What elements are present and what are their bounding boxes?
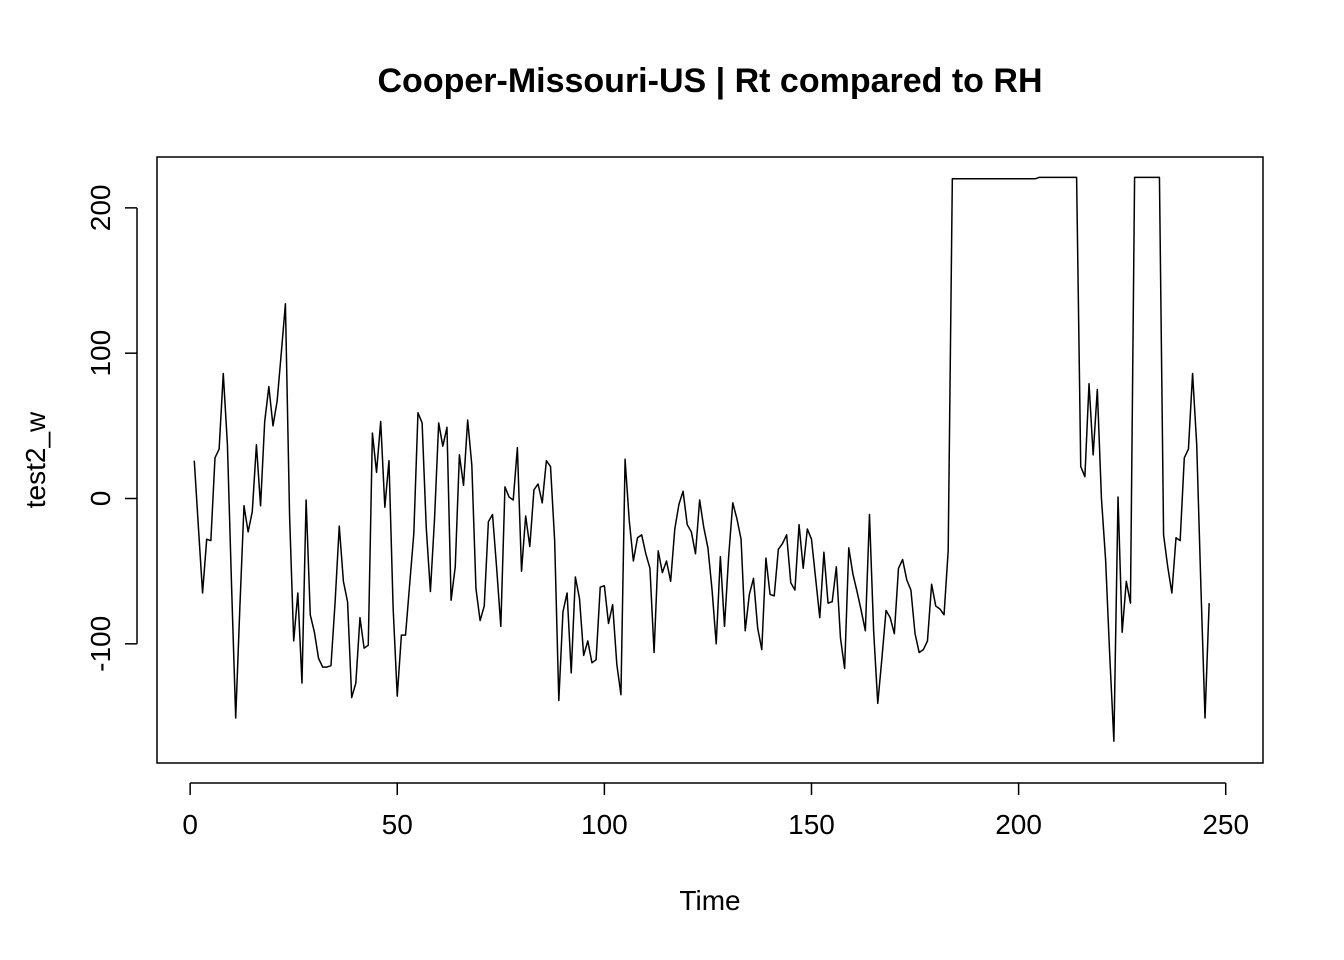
x-tick-label: 200: [995, 809, 1042, 840]
x-tick-label: 250: [1202, 809, 1249, 840]
y-tick-label: -100: [85, 616, 116, 672]
y-tick-label: 200: [85, 185, 116, 232]
plot-frame: [156, 156, 1264, 764]
x-tick-label: 100: [581, 809, 628, 840]
chart-title: Cooper-Missouri-US | Rt compared to RH: [378, 62, 1043, 100]
x-tick-label: 0: [182, 809, 198, 840]
y-axis: -100 0 100 200: [85, 185, 138, 672]
y-tick-label: 100: [85, 330, 116, 377]
x-axis: 0 50 100 150 200 250: [182, 782, 1249, 840]
y-tick-label: 0: [85, 491, 116, 507]
x-tick-label: 50: [382, 809, 413, 840]
x-axis-label: Time: [679, 885, 740, 916]
y-axis-label: test2_w: [20, 411, 51, 508]
x-tick-label: 150: [788, 809, 835, 840]
series-line: [193, 176, 1210, 742]
